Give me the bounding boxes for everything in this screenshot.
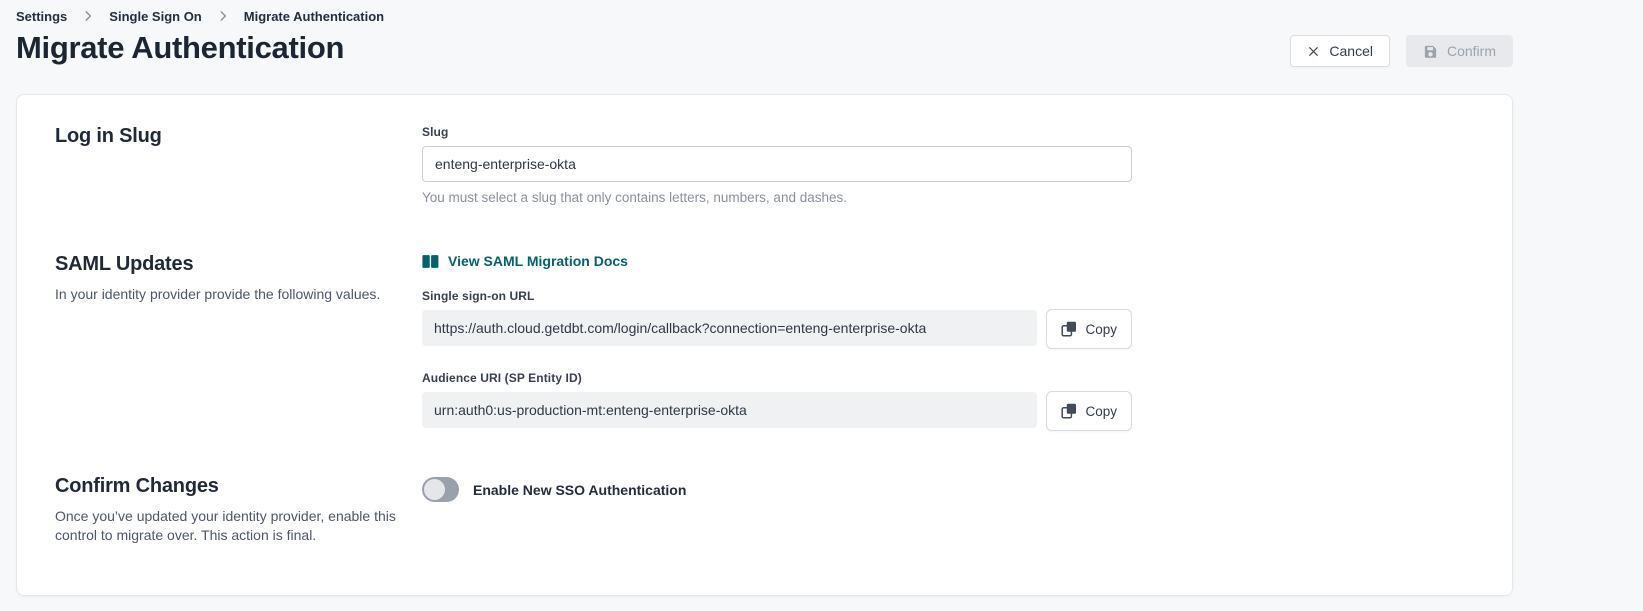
sso-url-label: Single sign-on URL — [422, 289, 535, 303]
copy-audience-uri-button[interactable]: Copy — [1046, 391, 1132, 431]
section-login-slug: Log in Slug Slug You must select a slug … — [55, 125, 1474, 205]
section-saml-updates: SAML Updates In your identity provider p… — [55, 253, 1474, 453]
sso-url-field-block: Single sign-on URL Copy — [422, 289, 1132, 349]
breadcrumb: Settings Single Sign On Migrate Authenti… — [16, 0, 1513, 24]
breadcrumb-single-sign-on[interactable]: Single Sign On — [109, 8, 202, 24]
slug-input[interactable] — [422, 146, 1132, 182]
page-title: Migrate Authentication — [16, 30, 345, 65]
audience-uri-label: Audience URI (SP Entity ID) — [422, 371, 582, 385]
audience-uri-value — [422, 392, 1038, 428]
cancel-button-label: Cancel — [1329, 43, 1373, 59]
section-confirm-changes: Confirm Changes Once you’ve updated your… — [55, 475, 1474, 545]
docs-link-label: View SAML Migration Docs — [448, 253, 628, 269]
confirm-button-label: Confirm — [1446, 43, 1496, 59]
migration-form-card: Log in Slug Slug You must select a slug … — [16, 94, 1513, 596]
breadcrumb-settings[interactable]: Settings — [16, 8, 68, 24]
confirm-changes-heading: Confirm Changes — [55, 475, 219, 497]
copy-button-label: Copy — [1085, 321, 1117, 337]
chevron-right-icon — [81, 9, 95, 23]
cancel-button[interactable]: Cancel — [1290, 35, 1390, 67]
saml-updates-heading: SAML Updates — [55, 253, 194, 275]
header-actions: Cancel Confirm — [1290, 35, 1513, 67]
book-icon — [422, 254, 439, 269]
copy-sso-url-button[interactable]: Copy — [1046, 309, 1132, 349]
login-slug-heading: Log in Slug — [55, 125, 162, 147]
chevron-right-icon — [216, 9, 230, 23]
copy-icon — [1061, 403, 1077, 419]
copy-icon — [1061, 321, 1077, 337]
x-icon — [1307, 45, 1320, 58]
audience-uri-field-block: Audience URI (SP Entity ID) Copy — [422, 371, 1132, 431]
saml-updates-description: In your identity provider provide the fo… — [55, 286, 381, 302]
toggle-knob — [424, 479, 445, 500]
slug-label: Slug — [422, 125, 449, 139]
copy-button-label: Copy — [1085, 403, 1117, 419]
confirm-button[interactable]: Confirm — [1405, 35, 1513, 67]
page-header: Migrate Authentication Cancel Confirm — [16, 30, 1513, 67]
enable-sso-toggle-label: Enable New SSO Authentication — [473, 481, 687, 498]
sso-url-value — [422, 310, 1038, 346]
save-icon — [1423, 44, 1438, 59]
confirm-changes-description: Once you’ve updated your identity provid… — [55, 508, 396, 543]
migrate-authentication-page: Settings Single Sign On Migrate Authenti… — [16, 0, 1513, 596]
view-saml-migration-docs-link[interactable]: View SAML Migration Docs — [422, 253, 628, 269]
slug-helper-text: You must select a slug that only contain… — [422, 190, 847, 205]
breadcrumb-current-page: Migrate Authentication — [243, 8, 385, 24]
enable-sso-toggle[interactable] — [422, 477, 459, 502]
